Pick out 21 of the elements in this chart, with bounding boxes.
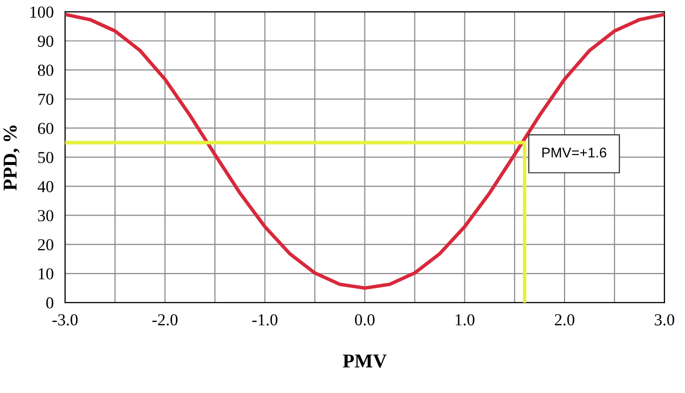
y-tick-label: 60 [38, 122, 54, 134]
x-tick-label: 0.0 [354, 314, 375, 326]
y-tick-label: 30 [38, 210, 54, 222]
y-tick-label: 50 [38, 152, 54, 164]
y-tick-label: 40 [38, 180, 54, 192]
y-tick-label: 80 [38, 64, 54, 76]
x-tick-label: 2.0 [554, 314, 574, 326]
y-tick-label: 0 [46, 297, 54, 309]
x-tick-label: -3.0 [52, 314, 78, 326]
y-tick-label: 10 [38, 268, 54, 280]
annotation: PMV=+1.6 [542, 148, 606, 158]
x-tick-label: 3.0 [654, 314, 674, 326]
y-tick-label: 20 [38, 239, 54, 250]
x-tick-label: -1.0 [252, 314, 278, 326]
x-axis-title: PMV [342, 354, 387, 368]
y-tick-label: 100 [30, 6, 54, 18]
y-axis-title: PPD, % [4, 126, 20, 190]
y-tick-label: 70 [38, 94, 54, 105]
y-tick-label: 90 [38, 36, 54, 47]
x-tick-label: 1.0 [456, 314, 474, 326]
x-tick-label: -2.0 [152, 314, 178, 326]
